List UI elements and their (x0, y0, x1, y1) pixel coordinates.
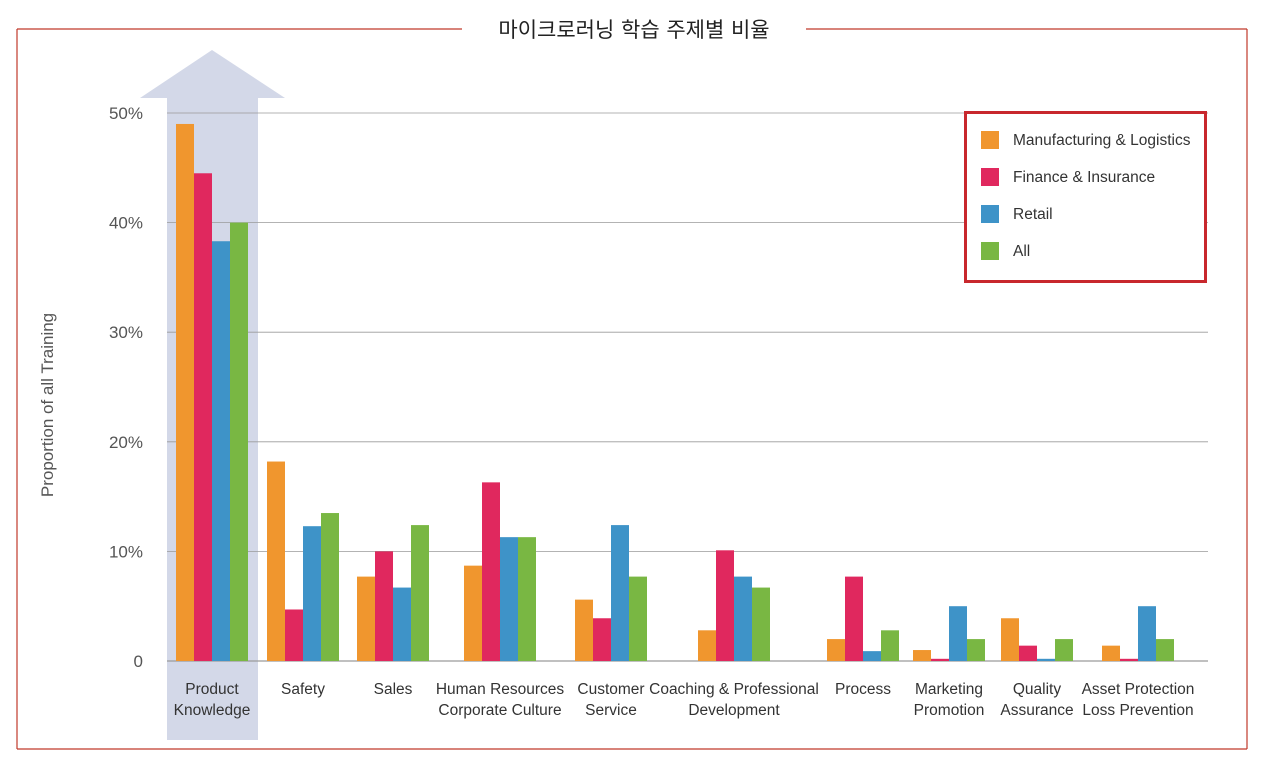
bar (482, 482, 500, 661)
bar (321, 513, 339, 661)
bar (949, 606, 967, 661)
y-axis-label: Proportion of all Training (38, 313, 57, 497)
x-tick-label-line: Loss Prevention (1082, 702, 1193, 719)
legend-label: Manufacturing & Logistics (1013, 132, 1191, 149)
x-tick-label-line: Marketing (915, 681, 983, 698)
bar (752, 587, 770, 661)
bar (913, 650, 931, 661)
x-tick-label: Quality Assurance (1000, 681, 1073, 719)
x-tick-label-line: Safety (281, 681, 325, 698)
legend-swatch (981, 131, 999, 149)
bar (411, 525, 429, 661)
x-tick-label-line: Customer (577, 681, 644, 698)
bar (863, 651, 881, 661)
bars-group (176, 123, 1174, 661)
y-tick-label: 20% (109, 433, 143, 452)
bar (1001, 618, 1019, 661)
legend-swatch (981, 168, 999, 186)
x-tick-label-line: Sales (374, 681, 413, 698)
bar (267, 461, 285, 661)
bar (230, 222, 248, 661)
legend-box (964, 111, 1207, 283)
bar (967, 639, 985, 661)
legend-label: All (1013, 243, 1030, 260)
bar (611, 525, 629, 661)
frame-group (16, 28, 1248, 750)
x-tick-label-line: Quality (1013, 681, 1061, 698)
bar (575, 599, 593, 661)
x-tick-label-line: Knowledge (174, 702, 251, 719)
x-tick-label-line: Asset Protection (1082, 681, 1195, 698)
bar (464, 565, 482, 661)
highlight-arrow-icon (140, 50, 285, 98)
bar (212, 241, 230, 661)
bar (593, 618, 611, 661)
legend-swatch (981, 205, 999, 223)
bar (629, 576, 647, 661)
x-tick-label: Marketing Promotion (914, 681, 985, 719)
legend-label: Retail (1013, 206, 1053, 223)
bar (734, 576, 752, 661)
x-tick-label-line: Process (835, 681, 891, 698)
x-tick-label: Product Knowledge (174, 681, 251, 719)
y-tick-label: 0 (134, 652, 143, 671)
y-ticks-group: 0 10% 20% 30% 40% 50% (109, 104, 143, 671)
bar (931, 658, 949, 661)
legend-group: Manufacturing & Logistics Finance & Insur… (964, 111, 1207, 283)
y-tick-label: 10% (109, 542, 143, 561)
x-tick-label-line: Service (585, 702, 637, 719)
chart-title: 마이크로러닝 학습 주제별 비율 (498, 18, 769, 42)
bar (375, 551, 393, 661)
x-tick-label-line: Promotion (914, 702, 985, 719)
bar (176, 123, 194, 661)
x-ticks-group: Product Knowledge Safety Sales Human Resourc… (174, 681, 1195, 719)
bar (1120, 658, 1138, 661)
y-tick-label: 30% (109, 323, 143, 342)
y-tick-label: 50% (109, 104, 143, 123)
bar (881, 630, 899, 661)
bar (716, 550, 734, 661)
bar (285, 609, 303, 661)
x-tick-label: Process (835, 681, 891, 698)
x-tick-label-line: Human Resources (436, 681, 565, 698)
bar (393, 587, 411, 661)
bar (500, 537, 518, 661)
x-tick-label: Coaching & Professional Development (649, 681, 819, 719)
x-tick-label-line: Development (688, 702, 780, 719)
bar (1102, 645, 1120, 661)
bar (1055, 639, 1073, 661)
bar (845, 576, 863, 661)
x-tick-label-line: Assurance (1000, 702, 1073, 719)
bar (1037, 658, 1055, 661)
bar (303, 526, 321, 661)
x-tick-label: Sales (374, 681, 413, 698)
bar (1138, 606, 1156, 661)
x-tick-label: Safety (281, 681, 325, 698)
bar (827, 639, 845, 661)
legend-swatch (981, 242, 999, 260)
x-tick-label: Human Resources Corporate Culture (436, 681, 565, 719)
x-tick-label: Customer Service (577, 681, 644, 719)
x-tick-label-line: Corporate Culture (438, 702, 561, 719)
legend-label: Finance & Insurance (1013, 169, 1155, 186)
bar (518, 537, 536, 661)
bar (1019, 645, 1037, 661)
bar (357, 576, 375, 661)
bar (698, 630, 716, 661)
x-tick-label: Asset Protection Loss Prevention (1082, 681, 1195, 719)
bar (1156, 639, 1174, 661)
x-tick-label-line: Product (185, 681, 239, 698)
y-tick-label: 40% (109, 214, 143, 233)
x-tick-label-line: Coaching & Professional (649, 681, 819, 698)
bar (194, 173, 212, 661)
